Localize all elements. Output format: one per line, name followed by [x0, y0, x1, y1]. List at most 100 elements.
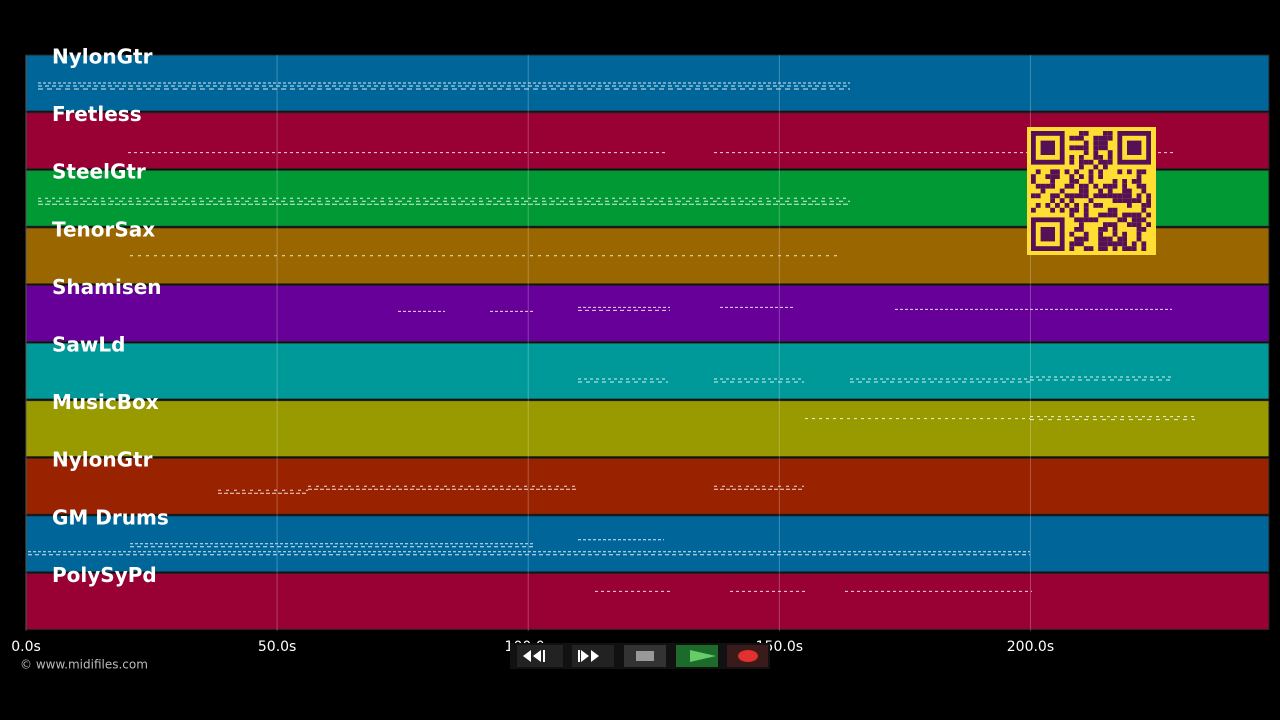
qr-cell: [1146, 198, 1151, 203]
qr-cell: [1074, 207, 1079, 213]
qr-cell: [1093, 135, 1099, 141]
qr-cell: [1079, 227, 1084, 232]
qr-cell: [1083, 217, 1089, 223]
qr-cell: [1098, 246, 1103, 251]
qr-cell: [1122, 246, 1127, 251]
qr-cell: [1131, 179, 1137, 184]
qr-cell: [1141, 246, 1147, 251]
qr-cell: [1127, 193, 1132, 199]
qr-cell: [1079, 183, 1084, 189]
qr-cell: [1107, 212, 1113, 218]
qr-cell: [1107, 222, 1113, 227]
qr-cell: [1131, 241, 1137, 247]
qr-cell: [1141, 183, 1147, 189]
qr-cell: [1083, 207, 1089, 213]
qr-cell: [1103, 222, 1108, 227]
forward-button[interactable]: [572, 645, 614, 667]
qr-cell: [1093, 217, 1099, 223]
qr-cell: [1069, 183, 1075, 189]
qr-cell: [1141, 217, 1147, 223]
qr-cell: [1069, 159, 1075, 165]
lane-name: GM Drums: [52, 505, 169, 529]
lane-name: TenorSax: [52, 217, 155, 241]
qr-cell: [1131, 217, 1137, 223]
qr-cell: [1083, 203, 1089, 208]
qr-cell: [1079, 188, 1084, 194]
x-tick-label: 0.0s: [11, 639, 41, 655]
qr-cell: [1098, 227, 1103, 232]
qr-cell: [1074, 227, 1079, 232]
qr-cell: [1117, 241, 1123, 247]
x-tick-label: 200.0s: [1007, 639, 1054, 655]
qr-cell: [1069, 241, 1075, 247]
qr-cell: [1146, 203, 1151, 208]
qr-cell: [1127, 246, 1132, 251]
qr-cell: [1112, 207, 1118, 213]
qr-cell: [1050, 193, 1055, 199]
qr-cell: [1127, 198, 1132, 203]
qr-cell: [1083, 183, 1089, 189]
lane-name: NylonGtr: [52, 45, 153, 69]
qr-cell: [1064, 203, 1070, 208]
qr-finder: [1127, 140, 1142, 155]
play-button[interactable]: [676, 645, 718, 667]
qr-cell: [1074, 193, 1079, 199]
qr-cell: [1035, 169, 1041, 175]
lane-name: SawLd: [52, 333, 125, 357]
qr-finder: [1040, 140, 1055, 155]
qr-cell: [1098, 169, 1103, 175]
qr-cell: [1055, 174, 1060, 179]
qr-cell: [1098, 236, 1103, 242]
qr-cell: [1136, 193, 1142, 199]
qr-cell: [1103, 193, 1108, 199]
qr-cell: [1107, 150, 1113, 155]
qr-cell: [1141, 241, 1147, 247]
qr-code: [1027, 127, 1156, 255]
qr-cell: [1122, 179, 1127, 184]
qr-cell: [1059, 188, 1065, 194]
qr-cell: [1122, 231, 1127, 237]
qr-cell: [1136, 217, 1142, 223]
qr-cell: [1079, 135, 1084, 141]
rewind-button[interactable]: [517, 645, 563, 667]
qr-pattern: [1031, 131, 1151, 251]
qr-cell: [1098, 135, 1103, 141]
qr-cell: [1127, 188, 1132, 194]
qr-cell: [1103, 236, 1108, 242]
qr-cell: [1107, 131, 1113, 136]
qr-cell: [1079, 236, 1084, 242]
record-button[interactable]: [727, 645, 768, 667]
stop-button[interactable]: [624, 645, 666, 667]
qr-cell: [1079, 131, 1084, 136]
qr-cell: [1050, 179, 1055, 184]
qr-cell: [1112, 222, 1118, 227]
qr-cell: [1112, 193, 1118, 199]
qr-cell: [1136, 169, 1142, 175]
qr-cell: [1141, 188, 1147, 194]
qr-cell: [1093, 183, 1099, 189]
qr-cell: [1122, 217, 1127, 223]
qr-cell: [1069, 155, 1075, 160]
qr-cell: [1079, 164, 1084, 170]
qr-cell: [1103, 183, 1108, 189]
qr-cell: [1059, 207, 1065, 213]
lane: [25, 572, 1270, 631]
qr-cell: [1074, 241, 1079, 247]
qr-cell: [1088, 169, 1094, 175]
qr-cell: [1069, 246, 1075, 251]
qr-cell: [1122, 212, 1127, 218]
qr-cell: [1146, 212, 1151, 218]
qr-cell: [1107, 207, 1113, 213]
qr-cell: [1088, 246, 1094, 251]
qr-cell: [1050, 198, 1055, 203]
qr-cell: [1045, 174, 1051, 179]
qr-cell: [1112, 212, 1118, 218]
notes: [28, 82, 1195, 592]
qr-cell: [1079, 217, 1084, 223]
qr-cell: [1064, 183, 1070, 189]
qr-cell: [1098, 193, 1103, 199]
qr-cell: [1107, 188, 1113, 194]
qr-cell: [1098, 159, 1103, 165]
controls: [510, 643, 770, 669]
qr-finder: [1040, 227, 1055, 242]
